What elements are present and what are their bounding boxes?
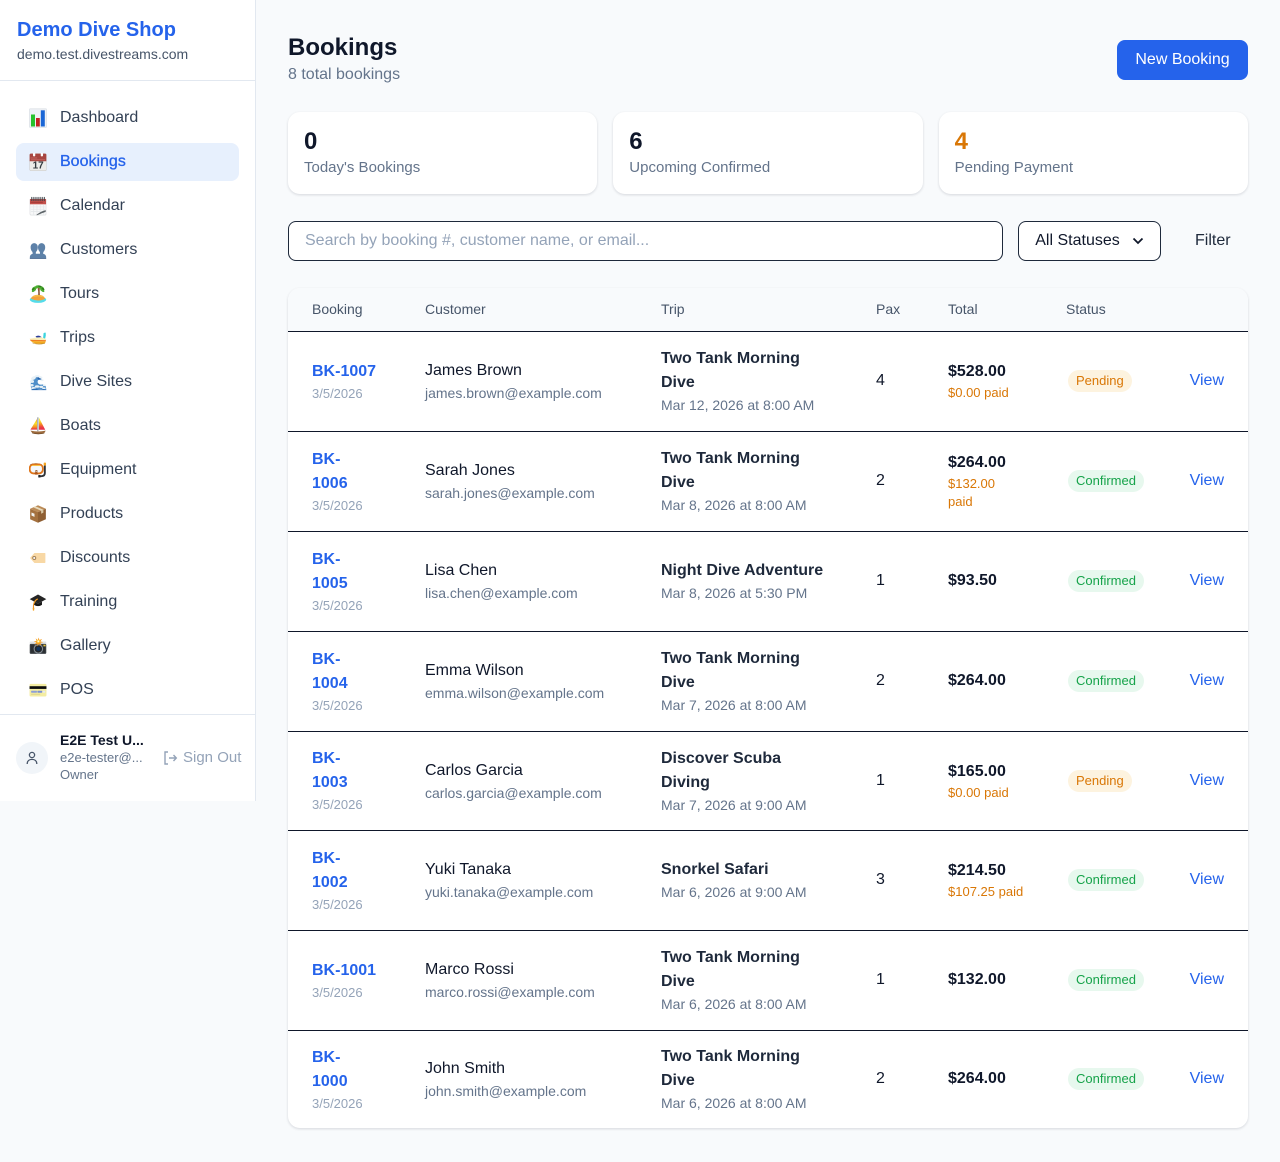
svg-text:17: 17 xyxy=(33,161,45,172)
